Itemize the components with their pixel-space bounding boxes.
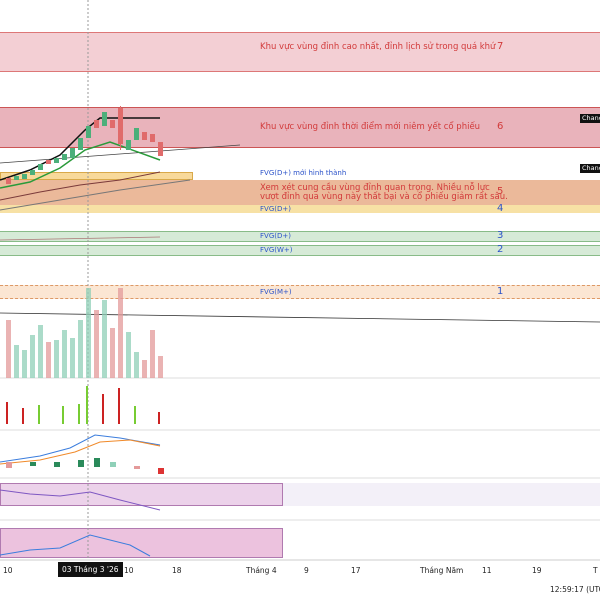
x-axis-label: 19 xyxy=(532,566,542,575)
stoch-line xyxy=(0,534,151,557)
x-axis-label: 17 xyxy=(351,566,361,575)
new-fvg-band xyxy=(0,172,193,180)
x-axis-label: 18 xyxy=(172,566,182,575)
zone-label: FVG(D+) xyxy=(260,232,291,240)
zone-7 xyxy=(0,32,600,72)
price-tag: Chanc xyxy=(580,114,600,123)
zone-number: 3 xyxy=(497,230,504,241)
ma-line xyxy=(0,171,161,201)
signal-line xyxy=(0,439,161,465)
zone-number: 6 xyxy=(497,121,504,132)
zone-label: FVG(D+) xyxy=(260,205,291,213)
x-axis-label: 10 xyxy=(124,566,134,575)
rsi-band-ext xyxy=(283,483,600,506)
rsi-line xyxy=(0,489,161,511)
candles xyxy=(6,106,163,184)
zone-number: 4 xyxy=(497,203,504,214)
zone-label: FVG(M+) xyxy=(260,288,292,296)
x-axis-label: 9 xyxy=(304,566,309,575)
zone-2 xyxy=(0,245,600,256)
ma-line xyxy=(0,179,191,211)
trend-line xyxy=(0,312,600,323)
zone-6 xyxy=(0,107,600,148)
zone-label: Khu vực vùng đỉnh thời điểm mới niêm yết… xyxy=(260,122,481,132)
zone-label: Khu vực vùng đỉnh cao nhất, đỉnh lịch sử… xyxy=(260,42,496,52)
zone-number: 7 xyxy=(497,41,504,52)
zone-label: vượt đỉnh qua vùng này thất bại và cổ ph… xyxy=(260,192,508,202)
macd-histogram xyxy=(6,458,164,474)
indicator-bars xyxy=(6,386,160,424)
zone-number: 5 xyxy=(497,186,504,197)
x-axis-label: 10 xyxy=(3,566,13,575)
ma-line xyxy=(0,141,161,189)
zone-5 xyxy=(0,180,600,205)
x-axis-label: T xyxy=(593,566,598,575)
x-axis-label: Tháng 4 xyxy=(246,566,277,575)
price-tag: Chanc xyxy=(580,164,600,173)
trend-line xyxy=(0,236,161,241)
zone-number: 2 xyxy=(497,244,504,255)
zone-label: Xem xét cung cầu vùng đỉnh quan trọng. N… xyxy=(260,183,490,193)
zone-label: FVG(W+) xyxy=(260,246,293,254)
x-axis-label: 11 xyxy=(482,566,492,575)
x-axis-cursor-label: 03 Tháng 3 '26 xyxy=(58,562,123,577)
stoch-band xyxy=(0,528,283,558)
x-axis-label: Tháng Năm xyxy=(420,566,464,575)
zone-3 xyxy=(0,231,600,242)
zone-number: 1 xyxy=(497,286,504,297)
fvg-new-label: FVG(D+) mới hình thành xyxy=(260,169,347,177)
zone-4 xyxy=(0,205,600,213)
clock: 12:59:17 (UTC xyxy=(550,585,600,594)
zone-1 xyxy=(0,285,600,299)
trend-line xyxy=(0,144,241,164)
macd-line xyxy=(0,434,161,463)
volume-bars xyxy=(6,288,163,378)
